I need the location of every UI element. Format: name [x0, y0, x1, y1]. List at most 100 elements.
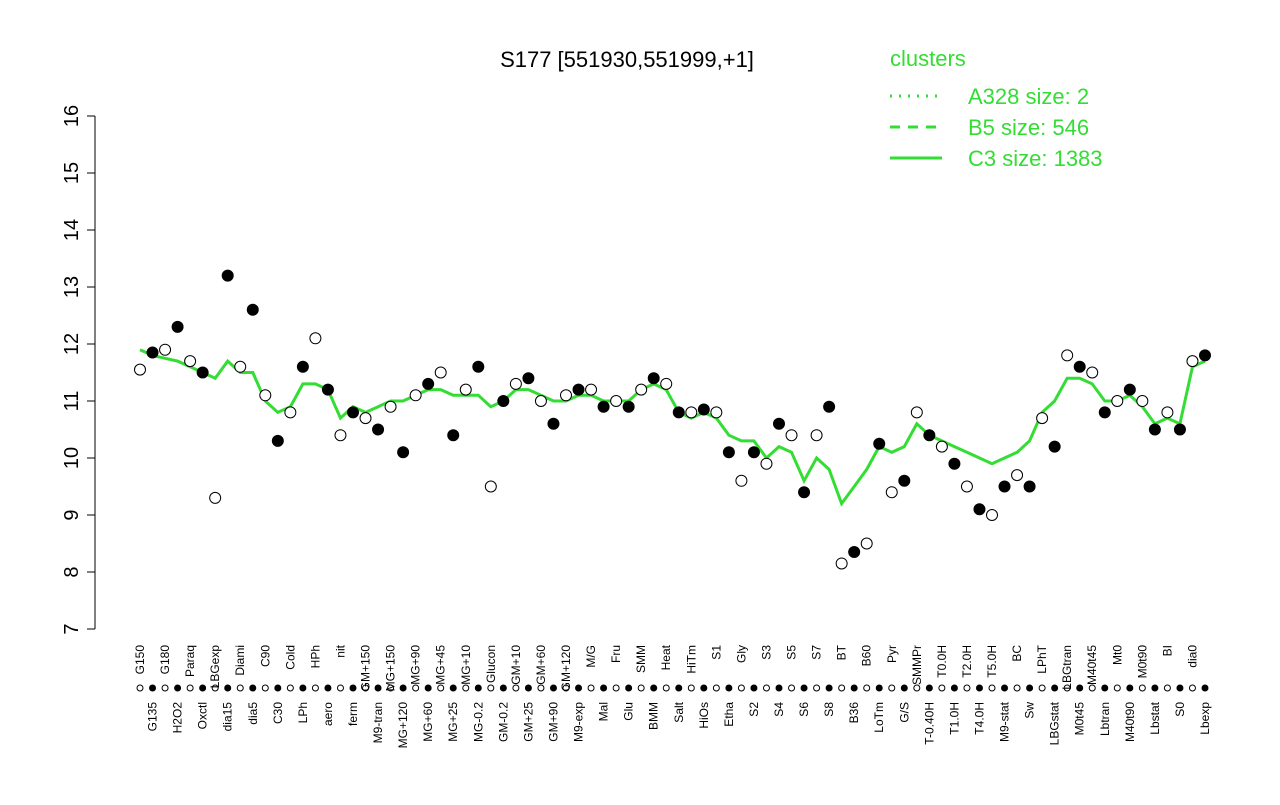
- x-dot: [625, 684, 633, 692]
- point: [1061, 349, 1074, 362]
- point: [835, 557, 848, 570]
- point: [1148, 423, 1161, 436]
- point: [910, 406, 923, 419]
- x-dot: [750, 684, 758, 692]
- x-tick-label: SMMPr: [910, 645, 924, 685]
- x-dot: [1201, 684, 1209, 692]
- x-tick-label: M9-tran: [371, 702, 385, 743]
- x-dot: [499, 684, 507, 692]
- x-dot: [788, 684, 796, 692]
- x-dot: [1151, 684, 1159, 692]
- x-dot: [975, 684, 983, 692]
- x-tick-label: Paraq: [183, 645, 197, 677]
- legend-label: C3 size: 1383: [968, 146, 1103, 171]
- x-dot: [1101, 684, 1109, 692]
- x-dot: [1113, 684, 1121, 692]
- x-tick-label: Salt: [672, 701, 686, 722]
- x-tick-label: nit: [333, 644, 347, 657]
- x-tick-label: MG+150: [384, 645, 398, 692]
- x-dot: [524, 684, 532, 692]
- x-dot: [412, 684, 420, 692]
- point: [848, 546, 861, 559]
- point: [672, 406, 685, 419]
- x-tick-label: aero: [321, 702, 335, 726]
- x-dot: [988, 684, 996, 692]
- y-tick-label: 10: [61, 447, 83, 469]
- x-dot: [875, 684, 883, 692]
- x-tick-label: dia0: [1185, 645, 1199, 668]
- x-dot: [888, 684, 896, 692]
- point: [597, 400, 610, 413]
- point: [860, 537, 873, 550]
- point: [986, 509, 998, 521]
- y-tick-label: 13: [61, 276, 83, 298]
- point: [1011, 469, 1024, 482]
- x-tick-label: T5.0H: [985, 645, 999, 678]
- x-dot: [1038, 684, 1046, 692]
- point: [798, 486, 811, 499]
- x-tick-label: BT: [835, 644, 849, 660]
- x-tick-label: LBGexp: [208, 645, 222, 689]
- x-tick-label: MG+25: [446, 702, 460, 742]
- point: [1186, 355, 1199, 368]
- point: [560, 389, 572, 402]
- point: [409, 389, 422, 402]
- y-tick-label: 14: [61, 219, 83, 241]
- x-tick-label: Mt0: [1110, 645, 1124, 665]
- point: [309, 332, 322, 345]
- point: [948, 457, 961, 470]
- point: [372, 423, 385, 436]
- point: [509, 377, 522, 390]
- x-tick-label: Glu: [622, 702, 636, 721]
- x-dot: [1001, 684, 1009, 692]
- point: [547, 417, 560, 430]
- point: [321, 383, 334, 396]
- x-dot: [487, 684, 495, 692]
- point: [397, 446, 410, 459]
- point: [1199, 349, 1211, 362]
- x-dot: [374, 684, 382, 692]
- x-dot: [1076, 684, 1084, 692]
- x-dot: [762, 684, 770, 692]
- point: [334, 429, 347, 442]
- x-tick-label: Lbexp: [1198, 702, 1212, 735]
- point: [785, 429, 798, 442]
- x-tick-label: LPhT: [1035, 644, 1049, 673]
- x-tick-label: LBGtran: [1060, 645, 1074, 690]
- x-tick-label: BMM: [647, 702, 661, 730]
- point: [635, 383, 648, 396]
- y-tick-label: 8: [61, 566, 83, 577]
- point: [472, 360, 485, 373]
- x-dot: [737, 684, 745, 692]
- point: [359, 412, 372, 425]
- x-dot: [261, 684, 269, 692]
- point: [134, 363, 146, 376]
- x-tick-label: S6: [797, 702, 811, 717]
- legend-label: B5 size: 546: [968, 115, 1089, 140]
- x-dot: [825, 684, 833, 692]
- point: [823, 400, 836, 413]
- chart-title: S177 [551930,551999,+1]: [500, 47, 754, 72]
- x-tick-label: G135: [146, 702, 160, 732]
- point: [697, 403, 710, 416]
- point: [773, 417, 785, 430]
- x-dot: [1176, 684, 1184, 692]
- x-tick-label: GM+10: [509, 645, 523, 685]
- x-tick-label: LoTm: [872, 702, 886, 733]
- x-tick-label: T1.0H: [947, 702, 961, 735]
- x-dot: [1138, 684, 1146, 692]
- x-dot: [913, 684, 921, 692]
- x-tick-label: Oxctl: [196, 702, 210, 729]
- x-tick-label: MG+45: [434, 645, 448, 685]
- x-dot: [311, 684, 319, 692]
- x-tick-label: Mal: [597, 702, 611, 721]
- x-tick-label: S5: [785, 645, 799, 660]
- point: [585, 383, 598, 396]
- x-tick-label: S1: [709, 645, 723, 660]
- x-dot: [650, 684, 658, 692]
- point: [1048, 440, 1061, 453]
- point: [572, 383, 585, 396]
- x-dot: [174, 684, 182, 692]
- x-dot: [925, 684, 933, 692]
